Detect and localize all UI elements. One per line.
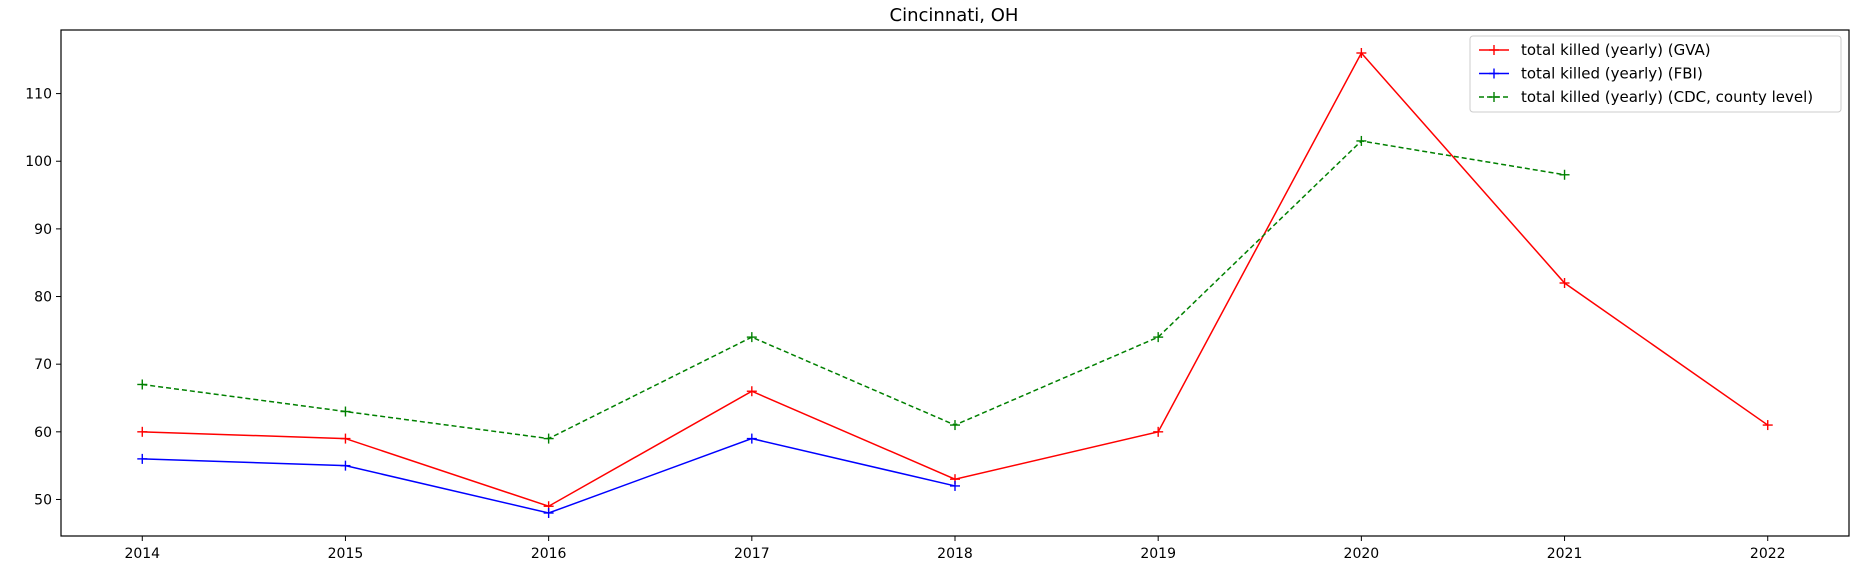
y-tick-label: 70 [34, 357, 52, 373]
x-axis: 2014 2015 2016 2017 2018 2019 2020 2021 2022 [124, 536, 1786, 562]
chart-title: Cincinnati, OH [890, 5, 1019, 26]
data-point [1356, 135, 1367, 146]
series-layer [137, 48, 1773, 518]
x-tick-label: 2021 [1547, 546, 1583, 562]
data-point [950, 480, 960, 491]
data-point [746, 433, 757, 444]
x-tick-label: 2015 [328, 546, 364, 562]
legend-marker [1489, 68, 1499, 79]
data-point [340, 406, 351, 417]
data-point [340, 433, 351, 444]
series-0 [137, 48, 1773, 512]
legend-label: total killed (yearly) (FBI) [1521, 65, 1703, 83]
legend-label: total killed (yearly) (GVA) [1521, 41, 1711, 59]
legend-marker [1489, 92, 1499, 102]
data-point [543, 433, 554, 444]
data-point [950, 420, 960, 431]
data-point [1356, 48, 1367, 58]
y-tick-label: 60 [34, 425, 52, 441]
legend-box [1469, 35, 1842, 113]
legend-item: total killed (yearly) (FBI) [1479, 65, 1703, 83]
x-tick-label: 2020 [1344, 546, 1380, 562]
y-tick-label: 50 [34, 492, 52, 508]
y-tick-label: 110 [25, 87, 52, 103]
legend-marker [1489, 45, 1499, 55]
legend-item: total killed (yearly) (GVA) [1479, 41, 1711, 59]
data-point [137, 379, 148, 390]
y-tick-label: 90 [34, 222, 52, 238]
series-line [142, 140, 1565, 440]
series-1 [137, 433, 960, 518]
y-tick-label: 100 [25, 154, 52, 170]
x-tick-label: 2016 [531, 546, 567, 562]
data-point [137, 426, 148, 437]
data-point [137, 453, 148, 464]
data-point [340, 460, 351, 471]
data-point [746, 332, 757, 343]
legend-label: total killed (yearly) (CDC, county level… [1521, 88, 1813, 106]
data-point [543, 508, 554, 518]
series-2 [137, 135, 1570, 444]
series-line [142, 51, 1769, 508]
legend: total killed (yearly) (GVA) total killed … [1469, 35, 1842, 113]
x-tick-label: 2017 [734, 546, 770, 562]
y-tick-label: 80 [34, 290, 52, 306]
legend-item: total killed (yearly) (CDC, county level… [1479, 88, 1813, 106]
x-tick-label: 2022 [1750, 546, 1786, 562]
x-tick-label: 2018 [937, 546, 973, 562]
y-axis: 50 60 70 80 90 100 110 [25, 87, 61, 508]
data-point [746, 386, 757, 397]
data-point [1153, 332, 1164, 343]
data-point [1559, 278, 1570, 288]
data-point [1153, 426, 1164, 437]
x-tick-label: 2019 [1140, 546, 1176, 562]
data-point [1762, 420, 1773, 431]
x-tick-label: 2014 [124, 546, 160, 562]
data-point [1559, 169, 1570, 180]
